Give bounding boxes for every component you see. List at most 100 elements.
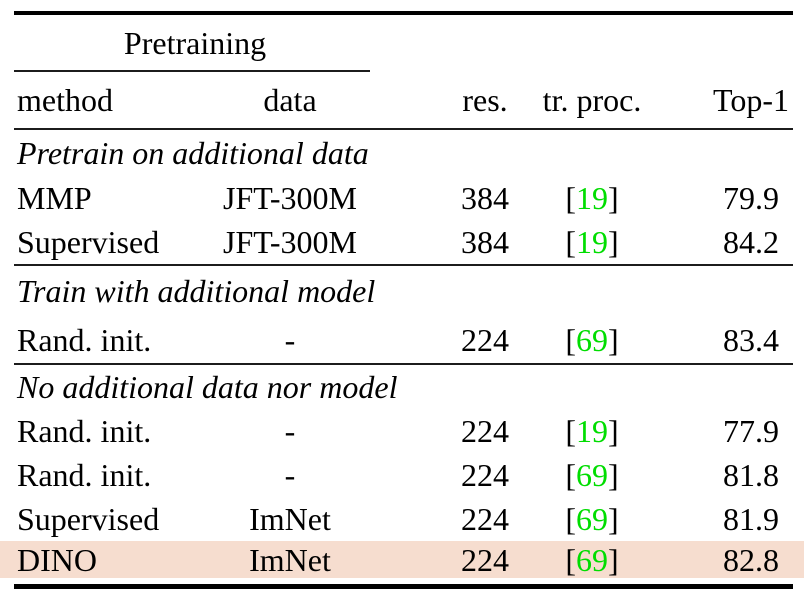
spacer-cell [644,497,709,541]
citation-link[interactable]: [69] [565,322,618,358]
spacer-cell [370,176,430,220]
bracket-open: [ [565,457,576,493]
section-heading: Pretrain on additional data [17,135,369,171]
top1-cell: 81.8 [723,457,779,493]
group-header-spacer [370,15,793,72]
data-cell: ImNet [210,541,370,578]
citation-link[interactable]: [69] [565,501,618,537]
spacer-cell [370,316,430,365]
citation-number: 19 [576,180,608,216]
top1-cell: 79.9 [723,180,779,216]
bracket-close: ] [608,321,619,358]
data-cell: JFT-300M [223,180,357,216]
tr-proc-cell: [69] [540,497,644,541]
res-cell: 224 [461,501,509,537]
citation-link[interactable]: [19] [565,224,618,260]
table-row: Supervised JFT-300M 384 [19] 84.2 [14,220,793,266]
bracket-open: [ [565,180,576,216]
table-row: MMP JFT-300M 384 [19] 79.9 [14,176,793,220]
top1-cell: 77.9 [723,413,779,449]
spacer-cell [370,497,430,541]
tr-proc-cell: [19] [540,409,644,453]
tr-proc-cell: [19] [540,176,644,220]
section-heading-row: Pretrain on additional data [14,130,793,176]
bracket-close: ] [608,224,619,260]
spacer-cell [370,220,430,266]
data-cell: - [210,316,370,365]
bracket-close: ] [608,413,619,449]
citation-number: 69 [576,321,608,358]
bracket-close: ] [608,501,619,537]
spacer-cell [644,72,709,130]
section-heading: No additional data nor model [17,369,398,405]
method-cell: Rand. init. [17,457,152,493]
results-table: Pretraining method data res. tr. proc. T… [14,11,793,589]
group-header-pretraining: Pretraining [14,15,370,72]
spacer-cell [370,72,430,130]
tr-proc-cell: [69] [540,541,644,578]
citation-link[interactable]: [19] [565,180,618,216]
spacer-cell [644,541,709,578]
data-cell: - [284,413,296,449]
bracket-open: [ [565,413,576,449]
table-row: Supervised ImNet 224 [69] 81.9 [14,497,793,541]
res-cell: 384 [461,180,509,216]
col-header-top1: Top-1 [709,72,793,130]
spacer-cell [370,409,430,453]
citation-number: 69 [576,541,608,578]
table-row: Rand. init. - 224 [19] 77.9 [14,409,793,453]
citation-number: 19 [576,413,608,449]
citation-link[interactable]: [69] [565,542,618,578]
spacer-cell [644,409,709,453]
method-cell: MMP [17,180,92,216]
top1-cell: 82.8 [709,541,793,578]
bracket-open: [ [565,224,576,260]
spacer-cell [644,176,709,220]
top1-cell: 84.2 [709,220,793,266]
citation-link[interactable]: [69] [565,457,618,493]
section-heading-row: Train with additional model [14,266,793,316]
section-heading-row: No additional data nor model [14,365,793,409]
col-header-data: data [210,72,370,130]
col-header-res: res. [430,72,540,130]
spacer-cell [644,453,709,497]
tr-proc-cell: [19] [540,220,644,266]
spacer-cell [644,316,709,365]
section-heading: Train with additional model [17,273,376,309]
tr-proc-cell: [69] [540,453,644,497]
bracket-close: ] [608,457,619,493]
table-row-dino-highlighted: DINO ImNet 224 [69] 82.8 [14,541,793,578]
spacer-cell [370,541,430,578]
res-cell: 224 [430,316,540,365]
top1-cell: 81.9 [723,501,779,537]
method-cell: Supervised [17,501,160,537]
res-cell: 224 [430,541,540,578]
tr-proc-cell: [69] [540,316,644,365]
spacer-cell [644,220,709,266]
res-cell: 384 [430,220,540,266]
bottom-gap-row [14,578,793,584]
citation-number: 69 [576,501,608,537]
citation-link[interactable]: [19] [565,413,618,449]
col-header-tr-proc: tr. proc. [540,72,644,130]
group-header-row: Pretraining [14,15,793,72]
bracket-open: [ [565,501,576,537]
data-cell: - [284,457,296,493]
bracket-open: [ [565,541,576,578]
bracket-close: ] [608,541,619,578]
bracket-open: [ [565,321,576,358]
method-cell: Supervised [14,220,210,266]
top1-cell: 83.4 [709,316,793,365]
spacer-cell [14,578,793,584]
data-cell: ImNet [249,501,331,537]
data-cell: JFT-300M [210,220,370,266]
table-row: Rand. init. - 224 [69] 81.8 [14,453,793,497]
res-cell: 224 [461,457,509,493]
column-header-row: method data res. tr. proc. Top-1 [14,72,793,130]
citation-number: 19 [576,224,608,260]
method-cell: DINO [14,541,210,578]
table-row: Rand. init. - 224 [69] 83.4 [14,316,793,365]
method-cell: Rand. init. [17,413,152,449]
spacer-cell [370,453,430,497]
